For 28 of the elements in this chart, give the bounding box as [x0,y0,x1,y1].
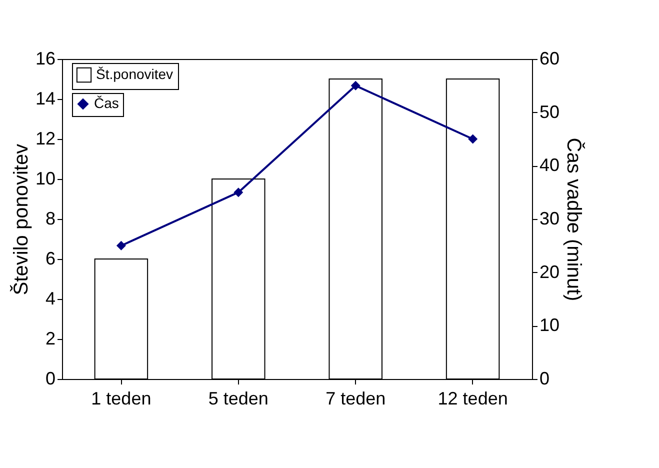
point [468,134,478,144]
y2-tick-label: 30 [540,208,560,228]
y2-tick-label: 10 [540,315,560,336]
y-tick-label: 14 [35,88,56,108]
y-tick-label: 10 [35,168,56,188]
x-tick-label: 12 teden [438,388,508,408]
y-tick-label: 12 [35,128,56,148]
y2-axis-title: Čas vadbe (minut) [562,138,586,302]
legend-label: Št.ponovitev [96,66,174,82]
x-tick-label: 5 teden [208,388,268,408]
y2-tick-label: 20 [540,262,560,282]
y-tick-label: 16 [35,48,56,68]
y-tick-label: 8 [45,208,56,228]
y-tick-label: 4 [45,288,56,308]
y-tick-label: 2 [45,328,56,348]
y-tick-label: 6 [45,248,56,268]
x-tick-label: 1 teden [91,388,152,408]
y2-tick-label: 60 [540,48,560,68]
y-axis-title: Število ponovitev [9,144,32,296]
legend-label: Čas [94,95,119,111]
y2-tick-label: 50 [540,102,560,122]
point [350,80,360,90]
point [234,188,244,198]
x-tick-label: 7 teden [326,388,386,408]
y2-tick-label: 40 [540,155,560,176]
y2-tick-label: 0 [540,368,550,388]
y-tick-label: 0 [45,368,56,388]
point [116,240,126,250]
